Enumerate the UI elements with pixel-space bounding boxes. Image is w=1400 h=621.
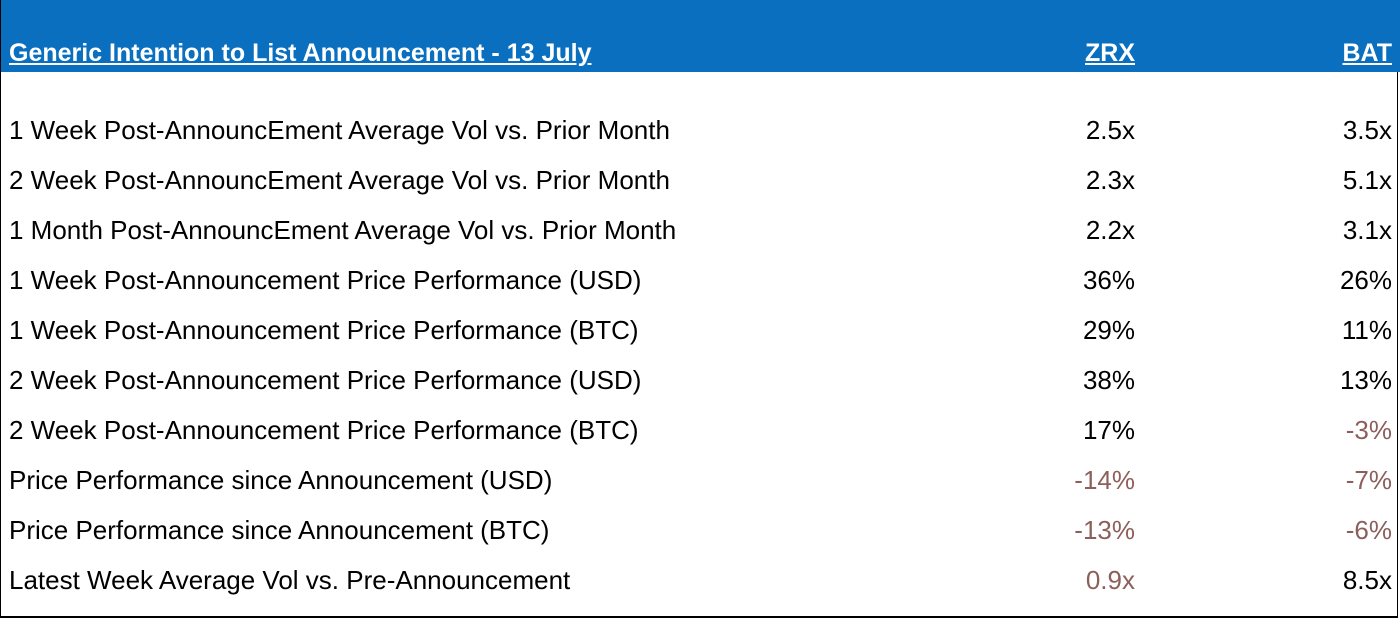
zrx-value: 0.9x — [1085, 565, 1135, 595]
bat-value: -3% — [1345, 415, 1392, 445]
column-header-zrx: ZRX — [1085, 39, 1135, 67]
table-row: 1 Month Post-AnnouncEment Average Vol vs… — [1, 205, 1400, 255]
zrx-value: -13% — [1074, 515, 1135, 545]
zrx-value: 2.3x — [1085, 165, 1135, 195]
bat-value: -6% — [1345, 515, 1392, 545]
zrx-value: 38% — [1082, 365, 1135, 395]
zrx-value: 2.2x — [1085, 215, 1135, 245]
row-label: 1 Week Post-Announcement Price Performan… — [9, 265, 642, 295]
table-row: Price Performance since Announcement (US… — [1, 455, 1400, 505]
column-header-bat: BAT — [1342, 39, 1392, 67]
bat-value: 13% — [1339, 365, 1392, 395]
bat-value: 8.5x — [1342, 565, 1392, 595]
table-row: 2 Week Post-AnnouncEment Average Vol vs.… — [1, 155, 1400, 205]
row-label: 2 Week Post-Announcement Price Performan… — [9, 415, 639, 445]
row-label: Price Performance since Announcement (BT… — [9, 515, 550, 545]
table-row: 2 Week Post-Announcement Price Performan… — [1, 405, 1400, 455]
zrx-value: 29% — [1082, 315, 1135, 345]
zrx-value: 36% — [1082, 265, 1135, 295]
bat-value: 5.1x — [1342, 165, 1392, 195]
bat-value: -7% — [1345, 465, 1392, 495]
table-header: Generic Intention to List Announcement -… — [1, 0, 1400, 72]
row-label: Price Performance since Announcement (US… — [9, 465, 553, 495]
table-row: 2 Week Post-Announcement Price Performan… — [1, 355, 1400, 405]
row-label: 1 Week Post-Announcement Price Performan… — [9, 315, 639, 345]
table-row: 1 Week Post-Announcement Price Performan… — [1, 305, 1400, 355]
zrx-value: 17% — [1082, 415, 1135, 445]
zrx-value: 2.5x — [1085, 115, 1135, 145]
bat-value: 11% — [1341, 315, 1392, 345]
bat-value: 3.1x — [1342, 215, 1392, 245]
table-row: Price Performance since Announcement (BT… — [1, 505, 1400, 555]
table-row: 1 Week Post-Announcement Price Performan… — [1, 255, 1400, 305]
table-row: Latest Week Average Vol vs. Pre-Announce… — [1, 555, 1400, 605]
bat-value: 26% — [1339, 265, 1392, 295]
zrx-value: -14% — [1074, 465, 1135, 495]
row-label: 1 Month Post-AnnouncEment Average Vol vs… — [9, 215, 677, 245]
table-body: 1 Week Post-AnnouncEment Average Vol vs.… — [1, 105, 1400, 605]
row-label: 2 Week Post-AnnouncEment Average Vol vs.… — [9, 165, 670, 195]
row-label: Latest Week Average Vol vs. Pre-Announce… — [9, 565, 571, 595]
table-title: Generic Intention to List Announcement -… — [9, 39, 592, 67]
table-row: 1 Week Post-AnnouncEment Average Vol vs.… — [1, 105, 1400, 155]
row-label: 2 Week Post-Announcement Price Performan… — [9, 365, 642, 395]
bat-value: 3.5x — [1342, 115, 1392, 145]
row-label: 1 Week Post-AnnouncEment Average Vol vs.… — [9, 115, 670, 145]
